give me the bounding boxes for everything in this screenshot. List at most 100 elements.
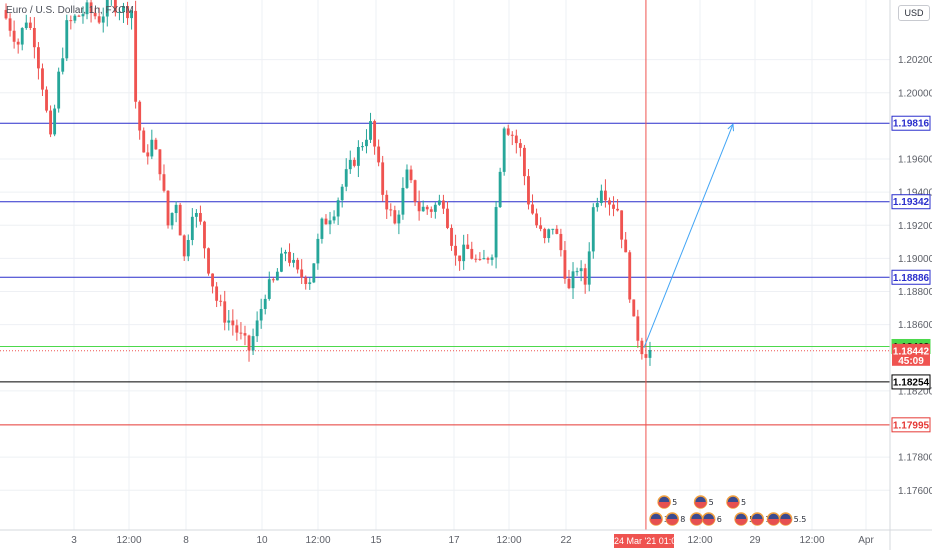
candle-body: [604, 190, 607, 201]
candle-body: [324, 218, 328, 225]
candle-body: [93, 12, 97, 17]
event-flag-half: [650, 519, 663, 525]
candle-body: [16, 41, 20, 45]
candle-body: [393, 210, 397, 224]
price-tick-label: 1.17800: [898, 453, 932, 464]
symbol-legend[interactable]: Euro / U.S. Dollar, 1h, FXCM: [6, 5, 134, 16]
candle-body: [632, 299, 636, 317]
currency-button[interactable]: USD: [898, 5, 930, 21]
candle-body: [45, 89, 48, 111]
candle-body: [543, 228, 547, 239]
candle-body: [381, 162, 385, 195]
price-tick-label: 1.19600: [898, 155, 932, 166]
candle-body: [369, 121, 372, 140]
candle-body: [227, 320, 231, 323]
candle-body: [101, 16, 105, 23]
candle-body: [12, 30, 16, 42]
level-price-tag: [891, 115, 931, 131]
candle-body: [308, 282, 312, 285]
event-flag-half: [694, 502, 707, 509]
candle-body: [24, 22, 28, 29]
candle-body: [37, 47, 40, 69]
last-price-tag: [892, 343, 930, 366]
time-tick-label: 12:00: [799, 535, 824, 546]
candle-body: [442, 200, 445, 209]
candle-body: [502, 128, 506, 172]
candle-body: [348, 159, 352, 170]
level-price-tag: [891, 269, 931, 285]
candle-body: [478, 258, 482, 260]
candle-body: [162, 174, 166, 191]
time-tick-label: 12:00: [496, 535, 521, 546]
horizontal-levels: [0, 122, 890, 426]
candle-body: [235, 325, 239, 333]
candle-body: [280, 253, 283, 272]
candle-body: [190, 216, 194, 241]
overlays: [643, 0, 734, 530]
candle-body: [401, 187, 405, 215]
level-price-tag: [891, 374, 931, 390]
candle-body: [628, 252, 632, 300]
event-marker[interactable]: 8: [665, 512, 685, 526]
candle-body: [166, 190, 170, 226]
candle-body: [154, 139, 158, 150]
candle-body: [105, 0, 109, 17]
time-tick-label: 29: [749, 535, 761, 546]
event-marker[interactable]: 5.5: [778, 512, 807, 526]
event-flag-half: [735, 519, 748, 525]
price-tick-label: 1.18200: [898, 386, 932, 397]
candle-body: [514, 135, 518, 144]
candle-body: [454, 245, 457, 256]
event-marker[interactable]: 5: [657, 495, 677, 509]
candle-body: [332, 216, 336, 221]
price-tick-label: 1.17600: [898, 486, 932, 497]
candle-body: [138, 101, 142, 131]
candle-body: [389, 209, 393, 211]
candle-body: [466, 244, 470, 249]
candle-body: [65, 20, 69, 59]
event-flag-half: [666, 519, 679, 525]
candle-body: [595, 203, 599, 208]
candle-body: [186, 240, 190, 257]
event-marker[interactable]: 5: [726, 495, 746, 509]
candle-body: [470, 248, 474, 259]
candle-body: [437, 200, 441, 205]
candle-body: [271, 279, 275, 281]
event-marker[interactable]: 6: [701, 512, 722, 526]
candle-body: [535, 213, 538, 226]
candle-body: [361, 146, 364, 148]
candle-body: [41, 68, 44, 90]
event-count: 5: [741, 498, 746, 507]
price-tick-label: 1.19200: [898, 221, 932, 232]
candle-body: [397, 214, 401, 224]
candle-body: [150, 139, 154, 157]
candle-body: [126, 6, 129, 19]
level-price-label: 1.19816: [893, 119, 930, 130]
candle-body: [170, 213, 174, 226]
candle-body: [211, 273, 214, 287]
candle-body: [612, 204, 615, 209]
candle-body: [458, 255, 462, 262]
event-flag-half: [779, 519, 792, 525]
candle-body: [340, 186, 344, 201]
time-tick-label: 12:00: [687, 535, 712, 546]
event-flag-half: [751, 519, 764, 525]
event-marker[interactable]: 5: [693, 495, 714, 509]
candle-body: [575, 271, 579, 273]
candle-body: [28, 22, 32, 28]
candle-body: [563, 250, 567, 279]
time-tick-label: 15: [370, 535, 382, 546]
candle-body: [263, 298, 267, 309]
candle-body: [409, 169, 413, 181]
event-count: 5.5: [794, 515, 807, 524]
candle-body: [433, 204, 437, 212]
candle-body: [219, 300, 223, 302]
candle-body: [203, 221, 206, 249]
candle-body: [158, 149, 162, 175]
event-flag-half: [690, 519, 703, 525]
candle-body: [61, 58, 65, 72]
level-price-tag: [891, 194, 931, 210]
candle-body: [259, 308, 263, 321]
